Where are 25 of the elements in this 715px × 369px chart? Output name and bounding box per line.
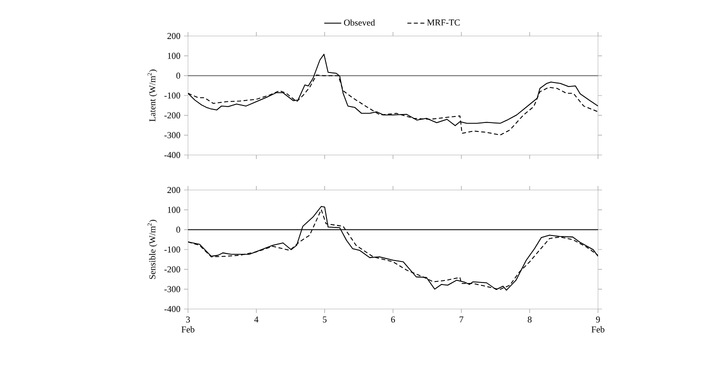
legend-label: Obseved bbox=[344, 19, 375, 26]
y-tick-label: 200 bbox=[167, 186, 180, 194]
x-tick-label: 7 bbox=[460, 316, 464, 322]
y-axis-title: Sensible (W/m$^{2}$) bbox=[148, 220, 158, 279]
legend-label: MRF-TC bbox=[427, 19, 460, 26]
x-tick-label: 6 bbox=[391, 316, 395, 323]
x-tick-label: 9 Feb bbox=[592, 316, 604, 332]
y-tick-label: 100 bbox=[168, 52, 180, 59]
y-tick-label: -400 bbox=[164, 306, 180, 312]
x-tick-label: 8 bbox=[528, 316, 532, 323]
y-tick-label: -100 bbox=[164, 246, 180, 253]
y-tick-label: -400 bbox=[164, 152, 180, 158]
x-tick-label: 5 bbox=[322, 316, 327, 322]
y-tick-label: -300 bbox=[164, 132, 180, 138]
y-tick-label: 100 bbox=[168, 206, 180, 213]
y-tick-label: -300 bbox=[164, 286, 180, 292]
x-tick-label: 4 bbox=[254, 316, 258, 322]
y-tick-label: 0 bbox=[176, 72, 180, 79]
y-tick-label: -200 bbox=[164, 112, 180, 118]
y-tick-label: -100 bbox=[164, 92, 180, 99]
y-tick-label: 200 bbox=[167, 32, 180, 40]
x-tick-label: 3 Feb bbox=[182, 316, 194, 332]
y-axis-title: Latent (W/m$^{2}$) bbox=[148, 70, 158, 122]
y-tick-label: 0 bbox=[176, 226, 180, 233]
y-tick-label: -200 bbox=[164, 266, 180, 272]
